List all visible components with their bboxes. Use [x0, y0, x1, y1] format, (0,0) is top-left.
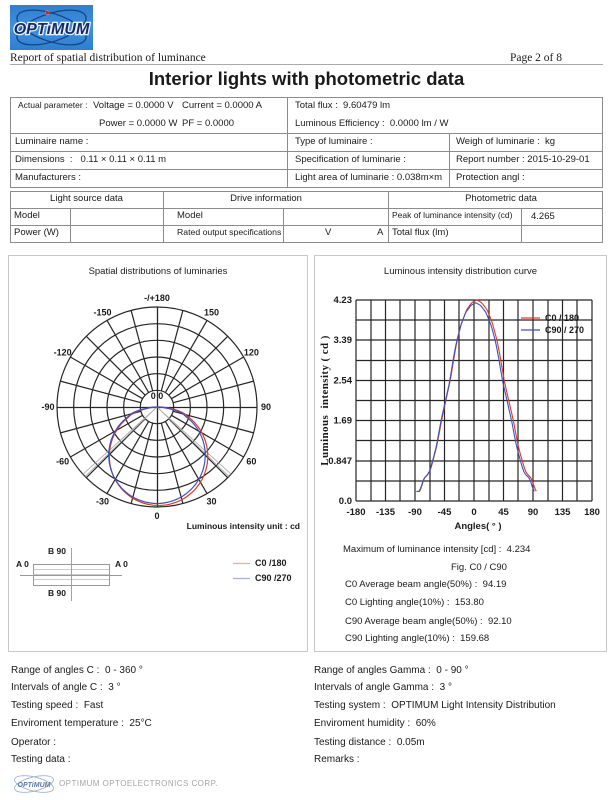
svg-text:A 0: A 0 — [115, 559, 128, 569]
svg-text:-120: -120 — [54, 348, 72, 358]
svg-text:120: 120 — [244, 348, 259, 358]
svg-text:C90 /270: C90 /270 — [255, 573, 292, 583]
svg-text:45: 45 — [498, 507, 509, 518]
svg-text:B 90: B 90 — [48, 546, 66, 556]
svg-text:-90: -90 — [408, 507, 422, 518]
svg-text:OPTıMUM: OPTıMUM — [14, 21, 90, 38]
svg-text:150: 150 — [204, 308, 219, 318]
svg-text:2.54: 2.54 — [334, 375, 353, 386]
svg-text:Angles( ° ): Angles( ° ) — [454, 521, 501, 532]
svg-text:90: 90 — [261, 402, 271, 412]
svg-text:-150: -150 — [93, 308, 111, 318]
svg-text:OPTiMUM: OPTiMUM — [18, 782, 51, 789]
svg-text:30: 30 — [206, 496, 216, 506]
svg-text:180: 180 — [584, 507, 600, 518]
svg-text:C0 /180: C0 /180 — [255, 558, 287, 568]
svg-text:-90: -90 — [41, 402, 54, 412]
svg-text:-45: -45 — [438, 507, 452, 518]
svg-text:0: 0 — [154, 511, 159, 521]
svg-text:-30: -30 — [96, 496, 109, 506]
svg-text:135: 135 — [555, 507, 572, 518]
svg-text:Luminous intensity ( cd ): Luminous intensity ( cd ) — [319, 335, 331, 466]
svg-text:90: 90 — [528, 507, 539, 518]
svg-text:-60: -60 — [56, 457, 69, 467]
svg-text:1.69: 1.69 — [334, 416, 353, 427]
svg-text:C90 / 270: C90 / 270 — [545, 325, 584, 335]
svg-text:3.39: 3.39 — [334, 335, 353, 346]
svg-text:0 0: 0 0 — [151, 391, 164, 401]
svg-text:-180: -180 — [346, 507, 365, 518]
svg-text:60: 60 — [246, 457, 256, 467]
svg-text:B 90: B 90 — [48, 588, 66, 598]
svg-text:0: 0 — [471, 507, 476, 518]
svg-text:-/+180: -/+180 — [144, 293, 170, 303]
svg-text:C0 / 180: C0 / 180 — [545, 313, 579, 323]
svg-text:0.847: 0.847 — [328, 456, 352, 467]
svg-text:4.23: 4.23 — [334, 295, 353, 306]
svg-text:-135: -135 — [376, 507, 396, 518]
svg-text:A 0: A 0 — [16, 559, 29, 569]
svg-text:0.0: 0.0 — [339, 496, 352, 507]
